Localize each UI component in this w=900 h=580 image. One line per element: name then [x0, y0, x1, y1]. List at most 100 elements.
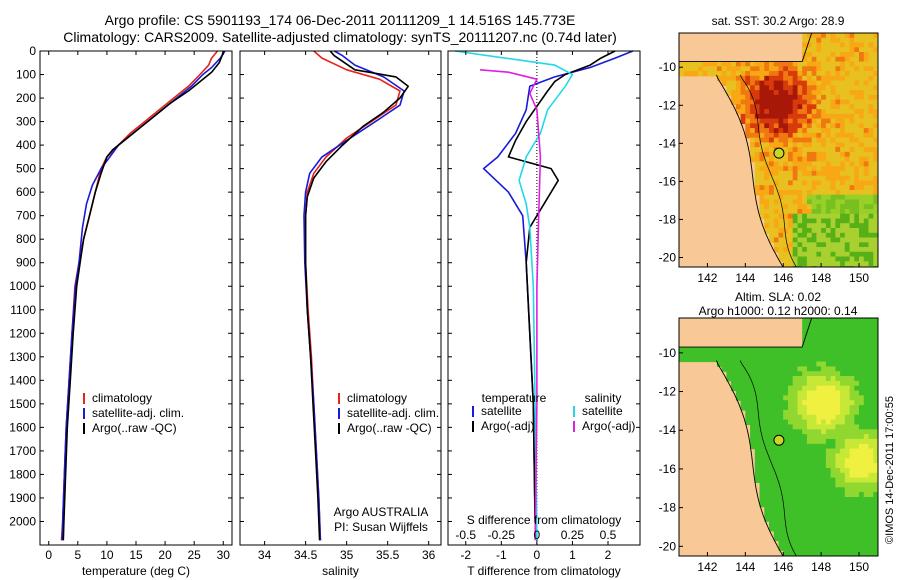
- grid-cell: [840, 94, 846, 101]
- series-line-2-1: [507, 50, 616, 541]
- grid-cell: [863, 142, 870, 148]
- grid-cell: [821, 419, 827, 425]
- grid-cell: [844, 443, 851, 450]
- grid-cell: [764, 175, 770, 182]
- grid-cell: [806, 347, 813, 353]
- series-line-1-0: [304, 50, 401, 541]
- title-line-1: Argo profile: CS 5901193_174 06-Dec-2011…: [104, 12, 576, 28]
- grid-cell: [764, 400, 770, 406]
- grid-cell: [835, 204, 841, 210]
- grid-cell: [816, 540, 822, 546]
- grid-cell: [788, 424, 794, 430]
- grid-cell: [802, 151, 808, 158]
- grid-cell: [806, 71, 813, 77]
- grid-cell: [769, 438, 775, 445]
- grid-cell: [835, 409, 841, 416]
- grid-cell: [811, 545, 817, 551]
- grid-cell: [802, 85, 808, 91]
- grid-cell: [844, 395, 851, 401]
- grid-cell: [778, 521, 784, 527]
- grid-cell: [806, 318, 813, 324]
- grid-cell: [849, 137, 855, 143]
- grid-cell: [783, 94, 789, 101]
- grid-cell: [769, 204, 775, 210]
- grid-cell: [873, 521, 878, 527]
- grid-cell: [849, 33, 855, 39]
- grid-cell: [825, 75, 832, 82]
- grid-cell: [868, 405, 874, 411]
- grid-cell: [806, 85, 813, 91]
- grid-cell: [778, 66, 784, 72]
- grid-cell: [849, 247, 855, 253]
- grid-cell: [797, 85, 803, 91]
- grid-cell: [792, 356, 798, 363]
- grid-cell: [863, 190, 870, 196]
- grid-cell: [840, 194, 846, 201]
- grid-cell: [821, 85, 827, 91]
- grid-cell: [740, 94, 746, 101]
- grid-cell: [811, 232, 817, 239]
- grid-cell: [778, 109, 784, 115]
- grid-cell: [788, 66, 794, 72]
- grid-cell: [863, 213, 870, 220]
- grid-cell: [797, 511, 803, 517]
- grid-cell: [849, 42, 855, 48]
- grid-cell: [859, 516, 865, 522]
- grid-cell: [821, 75, 827, 82]
- grid-cell: [745, 414, 751, 421]
- grid-cell: [740, 104, 746, 110]
- grid-cell: [797, 104, 803, 110]
- grid-cell: [778, 405, 784, 411]
- y-tick-label: 900: [16, 256, 36, 270]
- grid-cell: [802, 132, 808, 139]
- grid-cell: [863, 385, 870, 392]
- grid-cell: [764, 409, 770, 416]
- grid-cell: [835, 66, 841, 72]
- grid-cell: [849, 261, 855, 267]
- grid-cell: [816, 327, 822, 334]
- grid-cell: [859, 190, 865, 196]
- grid-cell: [721, 366, 727, 372]
- grid-cell: [863, 218, 870, 224]
- grid-cell: [773, 385, 780, 392]
- grid-cell: [764, 194, 770, 201]
- grid-cell: [821, 526, 827, 532]
- grid-cell: [778, 458, 784, 464]
- grid-cell: [825, 342, 832, 348]
- grid-cell: [840, 322, 846, 329]
- grid-cell: [873, 56, 878, 63]
- grid-cell: [840, 443, 846, 450]
- grid-cell: [854, 516, 860, 522]
- grid-cell: [854, 448, 860, 454]
- grid-cell: [754, 376, 761, 382]
- grid-cell: [788, 118, 794, 124]
- s-difference-tick-label: -0.25: [488, 528, 516, 542]
- grid-cell: [825, 414, 832, 421]
- grid-cell: [783, 185, 789, 191]
- map-x-tick-label: 142: [697, 560, 717, 574]
- grid-cell: [868, 104, 874, 110]
- grid-cell: [821, 147, 827, 153]
- grid-cell: [863, 194, 870, 201]
- grid-cell: [769, 209, 775, 215]
- grid-cell: [792, 104, 798, 110]
- grid-cell: [854, 463, 860, 469]
- grid-cell: [849, 123, 855, 129]
- grid-cell: [797, 185, 803, 191]
- grid-cell: [849, 204, 855, 210]
- grid-cell: [806, 118, 813, 124]
- grid-cell: [759, 75, 765, 82]
- grid-cell: [854, 256, 860, 262]
- grid-cell: [806, 123, 813, 129]
- grid-cell: [849, 185, 855, 191]
- grid-cell: [821, 223, 827, 229]
- grid-cell: [740, 366, 746, 372]
- grid-cell: [825, 118, 832, 124]
- grid-cell: [821, 56, 827, 63]
- grid-cell: [792, 463, 798, 469]
- grid-cell: [821, 237, 827, 243]
- grid-cell: [863, 405, 870, 411]
- grid-cell: [764, 85, 770, 91]
- grid-cell: [859, 204, 865, 210]
- grid-cell: [821, 414, 827, 421]
